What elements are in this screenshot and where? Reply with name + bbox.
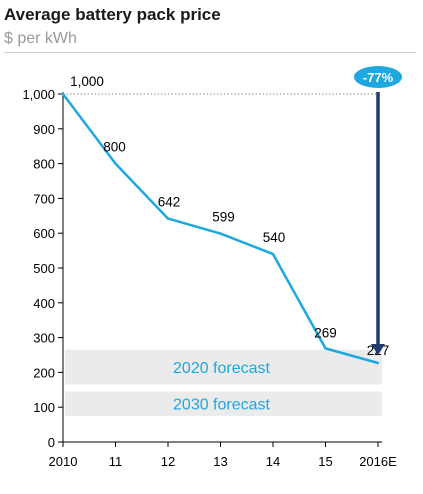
change-arrowhead — [371, 344, 385, 356]
x-tick-label: 2016E — [359, 454, 397, 469]
data-point — [376, 361, 380, 365]
x-tick-label: 12 — [161, 454, 175, 469]
change-badge — [354, 66, 402, 88]
forecast-band-label-2: 2030 forecast — [173, 397, 271, 414]
chart-title: Average battery pack price — [4, 5, 221, 24]
data-label: 540 — [263, 230, 286, 245]
y-tick-label: 100 — [33, 400, 55, 415]
y-tick-label: 700 — [33, 191, 55, 206]
data-point — [114, 162, 117, 165]
chart-subtitle: $ per kWh — [4, 30, 77, 47]
x-tick-label: 14 — [266, 454, 280, 469]
data-label: 642 — [158, 195, 181, 210]
data-point — [271, 252, 275, 256]
forecast-band-1 — [65, 349, 382, 385]
data-label: 269 — [314, 325, 337, 340]
y-tick-label: 1,000 — [22, 87, 55, 102]
data-label: 599 — [212, 210, 235, 225]
data-point — [166, 217, 170, 220]
data-point — [324, 347, 327, 350]
y-tick-label: 500 — [33, 261, 55, 276]
x-tick-label: 11 — [109, 454, 123, 469]
y-tick-label: 200 — [33, 365, 55, 380]
y-tick-label: 900 — [33, 122, 55, 137]
title-divider — [4, 52, 416, 53]
x-tick-label: 15 — [318, 454, 332, 469]
y-tick-label: 800 — [33, 157, 55, 172]
price-line — [62, 93, 379, 365]
y-tick-label: 300 — [33, 331, 55, 346]
y-tick-label: 0 — [48, 435, 55, 450]
x-tick-label: 2010 — [49, 454, 78, 469]
forecast-band-2 — [65, 391, 382, 416]
data-label: 1,000 — [70, 74, 104, 89]
y-tick-label: 400 — [33, 296, 55, 311]
change-badge-label: -77% — [363, 70, 394, 85]
x-tick-label: 13 — [213, 454, 227, 469]
data-point — [219, 232, 222, 235]
data-label: 800 — [103, 140, 126, 155]
data-point — [61, 92, 65, 96]
y-tick-label: 600 — [33, 226, 55, 241]
forecast-band-label-1: 2020 forecast — [173, 360, 271, 377]
